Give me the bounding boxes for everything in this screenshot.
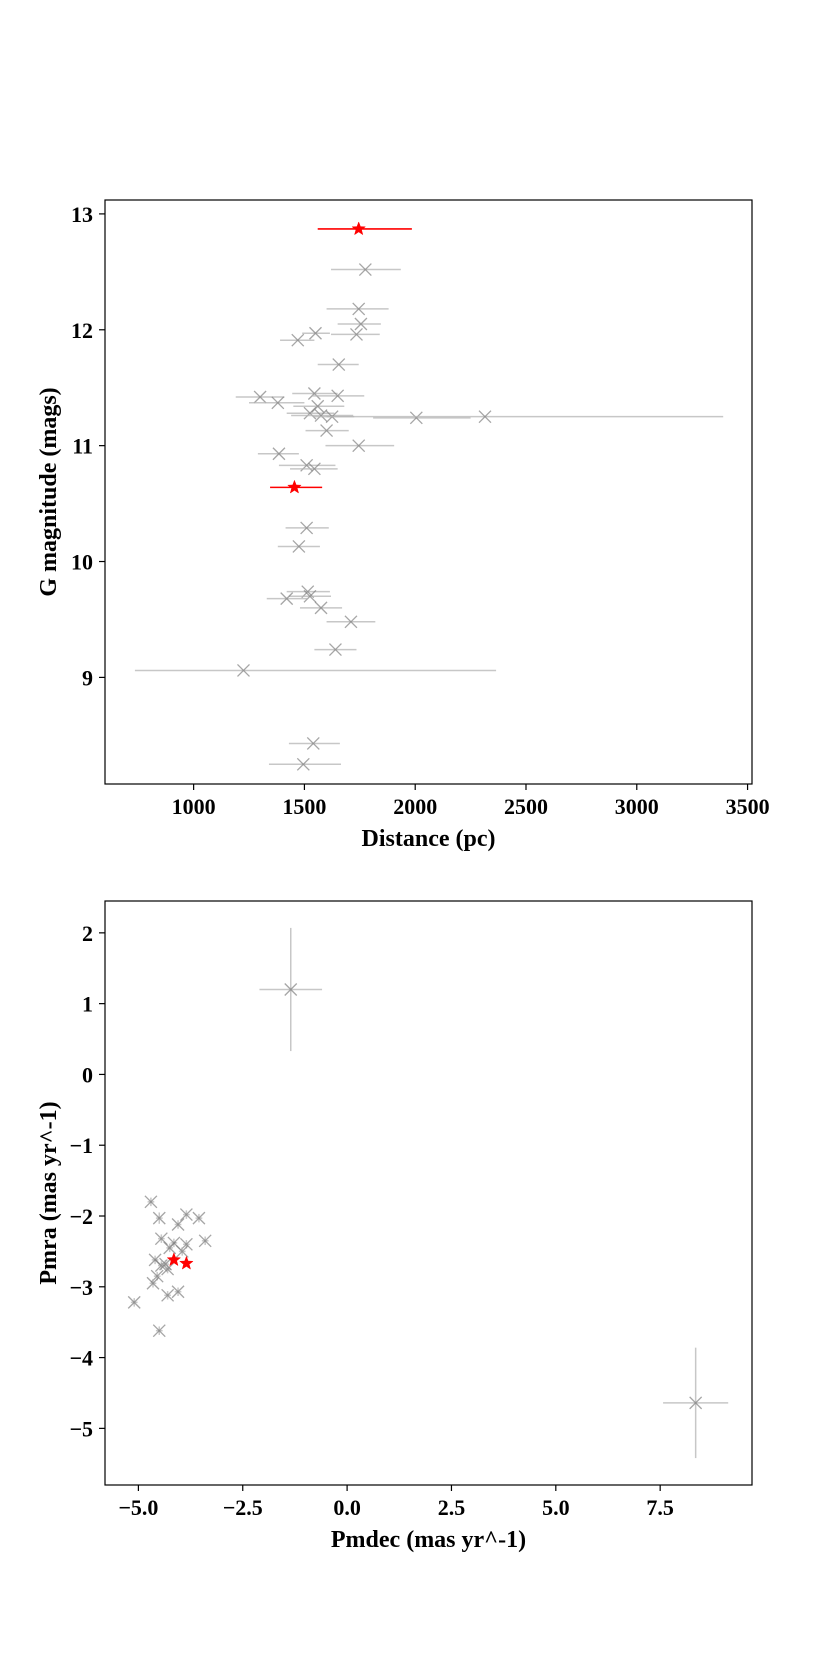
x-axis-label: Distance (pc) — [362, 826, 496, 852]
x-tick-label: 7.5 — [646, 1495, 674, 1520]
x-point — [171, 1285, 185, 1299]
x-point — [314, 601, 328, 615]
x-tick-label: 1000 — [172, 794, 216, 819]
y-axis-label: Pmra (mas yr^-1) — [36, 1101, 62, 1284]
y-tick-label: 12 — [71, 318, 93, 343]
x-point — [127, 1295, 141, 1309]
y-tick-label: −5 — [69, 1416, 93, 1441]
y-tick-label: −4 — [69, 1346, 93, 1371]
x-tick-label: 2500 — [504, 794, 548, 819]
x-point — [271, 396, 285, 410]
x-point — [350, 327, 363, 341]
x-point — [198, 1234, 212, 1248]
x-point — [409, 411, 423, 425]
x-point — [309, 326, 322, 340]
x-point — [159, 1257, 172, 1271]
star-point — [351, 221, 367, 236]
x-tick-label: −2.5 — [223, 1495, 263, 1520]
x-tick-label: 0.0 — [333, 1495, 361, 1520]
x-point — [192, 1211, 206, 1225]
x-tick-label: 2.5 — [438, 1495, 466, 1520]
x-point — [344, 615, 358, 629]
x-point — [175, 1244, 189, 1258]
y-tick-label: 0 — [82, 1062, 93, 1087]
y-tick-label: 2 — [82, 921, 93, 946]
x-point — [171, 1218, 185, 1231]
y-tick-label: −3 — [69, 1275, 93, 1300]
y-tick-label: 13 — [71, 202, 93, 227]
plot-frame — [104, 199, 753, 785]
plot-frame — [104, 900, 753, 1486]
x-point — [689, 1396, 703, 1410]
x-point — [320, 424, 334, 438]
x-point — [352, 439, 366, 453]
x-point — [306, 736, 320, 750]
x-point — [280, 592, 294, 606]
x-point — [144, 1195, 158, 1209]
x-point — [307, 387, 321, 400]
star-point — [166, 1252, 182, 1267]
x-tick-label: 3000 — [615, 794, 659, 819]
x-point — [161, 1262, 175, 1276]
x-point — [284, 983, 298, 996]
x-point — [332, 358, 346, 371]
x-point — [354, 317, 368, 331]
y-tick-label: 11 — [72, 434, 93, 459]
x-point — [314, 409, 328, 422]
x-tick-label: 1500 — [282, 794, 326, 819]
x-point — [291, 333, 305, 347]
y-tick-label: −1 — [69, 1133, 93, 1158]
star-point — [179, 1255, 194, 1270]
cmd-chart: 1000 1500 2000 2500 3000 3500 9 10 11 12 13 Distanc… — [36, 199, 770, 852]
x-point — [152, 1324, 166, 1338]
x-point — [300, 521, 314, 535]
y-axis-label: G magnitude (mags) — [36, 387, 62, 596]
x-point — [331, 389, 345, 403]
y-tick-label: 10 — [71, 550, 93, 575]
x-tick-label: 2000 — [393, 794, 437, 819]
x-point — [237, 663, 250, 677]
x-point — [292, 540, 306, 553]
x-axis-label: Pmdec (mas yr^-1) — [331, 1527, 526, 1553]
x-point — [352, 302, 366, 316]
x-point — [152, 1211, 166, 1225]
x-tick-label: −5.0 — [118, 1495, 158, 1520]
x-point — [303, 589, 317, 603]
x-tick-label: 5.0 — [542, 1495, 570, 1520]
x-point — [161, 1288, 175, 1302]
x-point — [307, 462, 321, 476]
star-point — [287, 479, 302, 494]
x-point — [146, 1276, 160, 1290]
y-tick-label: −2 — [69, 1204, 93, 1229]
x-point — [163, 1241, 177, 1255]
x-point — [272, 447, 286, 461]
x-point — [253, 390, 267, 404]
y-tick-label: 9 — [82, 665, 93, 690]
x-point — [296, 757, 310, 771]
x-point — [478, 410, 492, 424]
x-point — [328, 643, 342, 657]
x-tick-label: 3500 — [726, 794, 770, 819]
x-point — [358, 263, 372, 276]
y-tick-label: 1 — [82, 992, 93, 1017]
proper-motion-chart: −5.0 −2.5 0.0 2.5 5.0 7.5 −5 −4 −3 −2 −1 0 1 2 Pmdec (… — [36, 900, 753, 1553]
x-point — [179, 1208, 193, 1222]
